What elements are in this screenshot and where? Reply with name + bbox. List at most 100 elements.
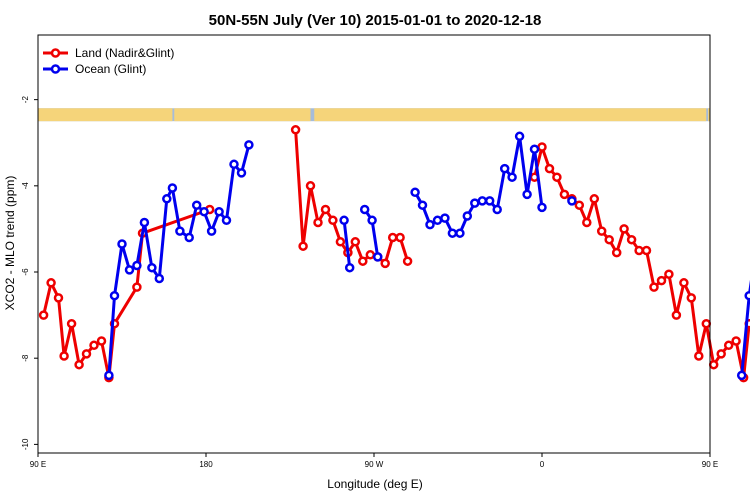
- y-tick-label-3: -8: [21, 354, 30, 362]
- series-1-point-3-17: [537, 202, 547, 213]
- axis-ticks: 90 E 180 90 W 0 90 E -2 -4 -6 -8 -10: [21, 96, 718, 469]
- series-0-point-2-8: [589, 194, 600, 204]
- series-0-point-2-6: [574, 200, 585, 210]
- strip-land-1: [174, 108, 311, 122]
- x-tick-label-4: 90 E: [702, 460, 718, 469]
- series-0-point-2-20: [679, 278, 689, 288]
- series-1-point-3-16: [529, 144, 540, 154]
- series-1-point-0-6: [147, 262, 157, 273]
- series-0-point-0-3: [59, 351, 69, 361]
- y-tick-label-0: -2: [21, 96, 30, 104]
- series-0-point-2-9: [596, 226, 607, 236]
- series-0-point-2-16: [649, 282, 659, 292]
- series-1-point-2-1: [367, 215, 377, 226]
- series-1-point-3-13: [507, 172, 517, 182]
- series-1-point-3-10: [484, 196, 495, 206]
- series-0-point-2-23: [701, 318, 712, 329]
- series-1-point-3-2: [425, 219, 435, 230]
- series-0-point-2-25: [716, 349, 726, 359]
- series-1-point-3-8: [470, 198, 480, 208]
- series-1-point-0-4: [132, 260, 142, 271]
- series-0-point-2-15: [641, 245, 652, 256]
- series-1-point-0-13: [199, 206, 209, 217]
- plot-frame: [37, 34, 711, 454]
- series-0-point-2-18: [664, 269, 674, 279]
- series-0: [38, 125, 750, 383]
- strip-land-3: [708, 108, 710, 122]
- series-1-point-2-0: [359, 204, 370, 215]
- y-axis-label: XCO2 - MLO trend (ppm): [3, 176, 17, 311]
- legend: Land (Nadir&Glint) Ocean (Glint): [43, 46, 174, 76]
- series-0-point-1-4: [320, 204, 331, 215]
- x-tick-label-2: 90 W: [365, 460, 384, 469]
- series-1-point-0-18: [236, 168, 247, 178]
- series-1-point-0-19: [244, 140, 254, 150]
- series-0-point-1-15: [402, 256, 413, 266]
- series-1-point-3-4: [440, 213, 450, 223]
- series-0-point-2-10: [604, 234, 614, 245]
- x-tick-label-1: 180: [199, 460, 213, 469]
- series-1-point-0-7: [154, 273, 165, 284]
- series-1-point-3-15: [522, 189, 532, 200]
- series-0-point-2-22: [694, 351, 704, 361]
- y-tick-label-2: -6: [21, 268, 30, 276]
- series-0-point-1-8: [350, 237, 361, 247]
- series-1-point-0-16: [221, 215, 232, 226]
- series-1-point-0-11: [184, 232, 194, 243]
- chart-title: 50N-55N July (Ver 10) 2015-01-01 to 2020…: [209, 12, 542, 29]
- series-0-point-1-9: [358, 256, 368, 266]
- series-1-point-3-5: [447, 228, 458, 238]
- series-1-point-3-1: [417, 200, 428, 210]
- series-1-point-1-1: [344, 262, 355, 273]
- series-1-point-4-0: [567, 196, 577, 206]
- series-0-point-1-12: [380, 258, 390, 269]
- series-0-point-1-3: [313, 217, 323, 228]
- series-0-point-0-6: [81, 349, 92, 359]
- series-0-point-1-10: [365, 250, 376, 260]
- series-1-point-1-0: [339, 215, 349, 226]
- series-1-point-0-3: [124, 265, 135, 275]
- series-1-point-0-15: [214, 206, 224, 217]
- series-0-point-0-8: [96, 336, 107, 346]
- series-0-point-2-11: [611, 247, 622, 258]
- series-0-point-1-1: [298, 241, 308, 251]
- strip-land-0: [38, 108, 173, 122]
- series-1: [104, 131, 750, 381]
- series-0-point-1-13: [387, 232, 398, 243]
- land-ocean-strip: [38, 108, 710, 122]
- series-0-point-1-6: [335, 237, 346, 247]
- y-tick-label-4: -10: [21, 438, 30, 450]
- series-1-point-0-2: [117, 239, 127, 249]
- series-1-point-3-6: [455, 228, 465, 238]
- series-0-line-1: [294, 128, 410, 265]
- series-0-point-2-1: [537, 142, 547, 152]
- series-1-point-0-5: [139, 217, 150, 228]
- series-1-line-1: [342, 218, 352, 270]
- series-1-point-5-0: [736, 370, 747, 381]
- series-0-point-2-21: [686, 293, 697, 303]
- series-0-point-0-2: [53, 293, 64, 303]
- series-1-point-0-9: [167, 183, 178, 193]
- x-tick-label-3: 0: [540, 460, 545, 469]
- series-0-point-1-0: [290, 125, 301, 135]
- series-0-point-2-19: [671, 310, 682, 320]
- series-1-point-3-11: [492, 204, 502, 215]
- series-0-point-2-13: [626, 234, 637, 245]
- series-0-point-1-2: [305, 181, 316, 191]
- series-0-point-2-2: [544, 163, 555, 174]
- series-0-point-0-7: [89, 340, 99, 351]
- series-0-point-1-14: [395, 232, 405, 243]
- series-0-point-0-0: [38, 310, 49, 320]
- series-1-point-3-9: [477, 196, 488, 206]
- series-1-point-3-3: [432, 215, 443, 226]
- series-0-point-2-26: [723, 340, 734, 351]
- legend-marker-0: [50, 48, 61, 58]
- series-1-point-0-17: [229, 159, 239, 170]
- strip-land-2: [314, 108, 707, 122]
- series-layer: [38, 125, 750, 383]
- series-0-point-1-5: [328, 215, 338, 226]
- series-1-point-3-7: [462, 211, 473, 221]
- legend-label-1: Ocean (Glint): [75, 62, 146, 76]
- series-1-point-3-12: [499, 163, 510, 174]
